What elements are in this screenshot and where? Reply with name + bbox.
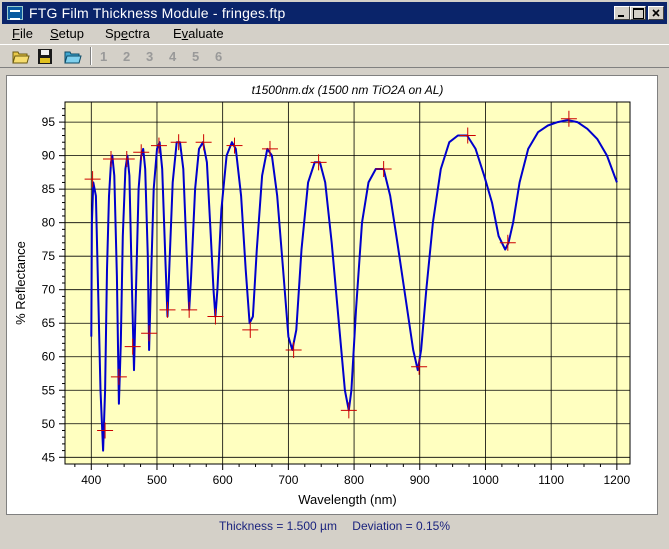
- spectrum-2-button[interactable]: 2: [123, 49, 131, 64]
- x-tick-label: 1100: [538, 473, 564, 487]
- close-button[interactable]: [648, 6, 664, 20]
- x-tick-label: 600: [213, 473, 233, 487]
- fringe-marker: [118, 150, 135, 167]
- app-icon[interactable]: [7, 6, 23, 20]
- y-tick-label: 60: [42, 350, 56, 364]
- fringe-marker: [340, 402, 357, 419]
- menu-evaluate[interactable]: Evaluate: [173, 26, 224, 41]
- fringe-marker: [195, 134, 212, 151]
- spectrum-4-button[interactable]: 4: [169, 49, 177, 64]
- deviation-readout: Deviation = 0.15%: [352, 519, 451, 533]
- fringe-marker: [170, 134, 187, 151]
- fringe-marker: [499, 234, 516, 251]
- x-tick-label: 400: [81, 473, 101, 487]
- menu-setup[interactable]: Setup: [50, 26, 84, 41]
- fringe-marker: [110, 368, 127, 385]
- minimize-icon: [618, 15, 624, 17]
- fringe-marker: [560, 110, 577, 127]
- menu-file[interactable]: File: [12, 26, 33, 41]
- y-tick-label: 75: [42, 249, 56, 263]
- fringe-marker: [159, 301, 176, 318]
- y-tick-label: 85: [42, 182, 56, 196]
- y-tick-label: 55: [42, 383, 56, 397]
- open-folder-icon[interactable]: [12, 48, 30, 65]
- spectrum-1-button[interactable]: 1: [100, 49, 108, 64]
- minimize-button[interactable]: [614, 6, 630, 20]
- fringe-marker: [261, 140, 278, 157]
- fringe-marker: [207, 308, 224, 325]
- y-tick-label: 70: [42, 283, 56, 297]
- fringe-marker: [97, 422, 114, 439]
- fringe-marker: [242, 321, 259, 338]
- y-tick-label: 45: [42, 450, 56, 464]
- spectrum-5-button[interactable]: 5: [192, 49, 200, 64]
- spectrum-3-button[interactable]: 3: [146, 49, 154, 64]
- reflectance-series-line: [90, 119, 618, 452]
- x-tick-label: 500: [147, 473, 167, 487]
- y-axis-label: % Reflectance: [13, 241, 28, 325]
- y-tick-label: 95: [42, 115, 56, 129]
- fringe-marker: [375, 161, 392, 178]
- fringe-marker: [84, 171, 101, 188]
- fringe-marker: [411, 358, 428, 375]
- y-tick-label: 80: [42, 216, 56, 230]
- x-tick-label: 800: [344, 473, 364, 487]
- x-tick-label: 1000: [472, 473, 499, 487]
- maximize-icon: [633, 8, 644, 19]
- menu-spectra[interactable]: Spectra: [105, 26, 150, 41]
- maximize-button[interactable]: [630, 6, 646, 20]
- fringe-marker: [285, 342, 302, 359]
- chart-panel: t1500nm.dx (1500 nm TiO2A on AL) 400 500 60…: [6, 75, 658, 515]
- save-disk-icon[interactable]: [36, 48, 54, 65]
- fringe-marker: [124, 338, 141, 355]
- fringe-marker: [133, 144, 150, 161]
- y-tick-label: 50: [42, 417, 56, 431]
- menu-bar: File Setup Spectra Evaluate: [0, 24, 669, 44]
- plot-area: [64, 101, 631, 465]
- window-title: FTG Film Thickness Module - fringes.ftp: [29, 5, 286, 21]
- title-bar[interactable]: FTG Film Thickness Module - fringes.ftp: [2, 2, 667, 24]
- open-spectrum-icon[interactable]: [64, 48, 82, 65]
- x-tick-label: 700: [278, 473, 298, 487]
- fringe-marker: [141, 325, 158, 342]
- x-axis-label: Wavelength (nm): [298, 492, 397, 507]
- toolbar-separator: [90, 47, 92, 65]
- fringe-marker: [310, 154, 327, 171]
- spectrum-6-button[interactable]: 6: [215, 49, 223, 64]
- fringe-marker: [459, 127, 476, 144]
- y-tick-label: 90: [42, 149, 56, 163]
- fringe-marker: [226, 137, 243, 154]
- fringe-marker: [150, 137, 167, 154]
- reflectance-chart[interactable]: t1500nm.dx (1500 nm TiO2A on AL) 400 500 60…: [7, 76, 657, 514]
- fringe-marker: [181, 301, 198, 318]
- close-icon: [652, 9, 660, 17]
- toolbar: 1 2 3 4 5 6: [0, 44, 669, 68]
- status-bar: Thickness = 1.500 µm Deviation = 0.15%: [0, 519, 669, 541]
- x-tick-label: 900: [410, 473, 430, 487]
- chart-title: t1500nm.dx (1500 nm TiO2A on AL): [252, 83, 444, 97]
- fringe-marker: [102, 150, 119, 167]
- y-tick-label: 65: [42, 316, 56, 330]
- thickness-readout: Thickness = 1.500 µm: [218, 519, 337, 533]
- x-tick-label: 1200: [604, 473, 631, 487]
